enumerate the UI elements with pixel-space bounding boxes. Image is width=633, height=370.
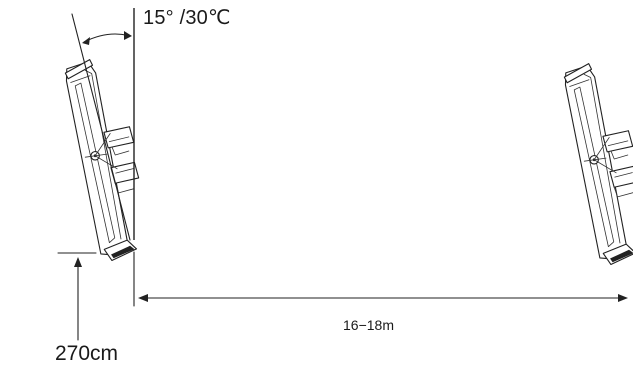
tilt-reference-line — [71, 13, 131, 241]
angle-arrow-right — [124, 31, 132, 40]
tilt-angle-label: 15° /30℃ — [143, 7, 231, 29]
distance-arrow-right — [618, 294, 628, 302]
left-device — [63, 54, 151, 264]
distance-label: 16−18m — [343, 317, 394, 333]
distance-arrow-left — [138, 294, 148, 302]
angle-arc — [83, 33, 131, 43]
angle-arrow-left — [82, 37, 90, 45]
mounting-height-label: 270cm — [55, 342, 119, 365]
height-arrow — [74, 257, 82, 267]
right-device — [562, 58, 633, 268]
